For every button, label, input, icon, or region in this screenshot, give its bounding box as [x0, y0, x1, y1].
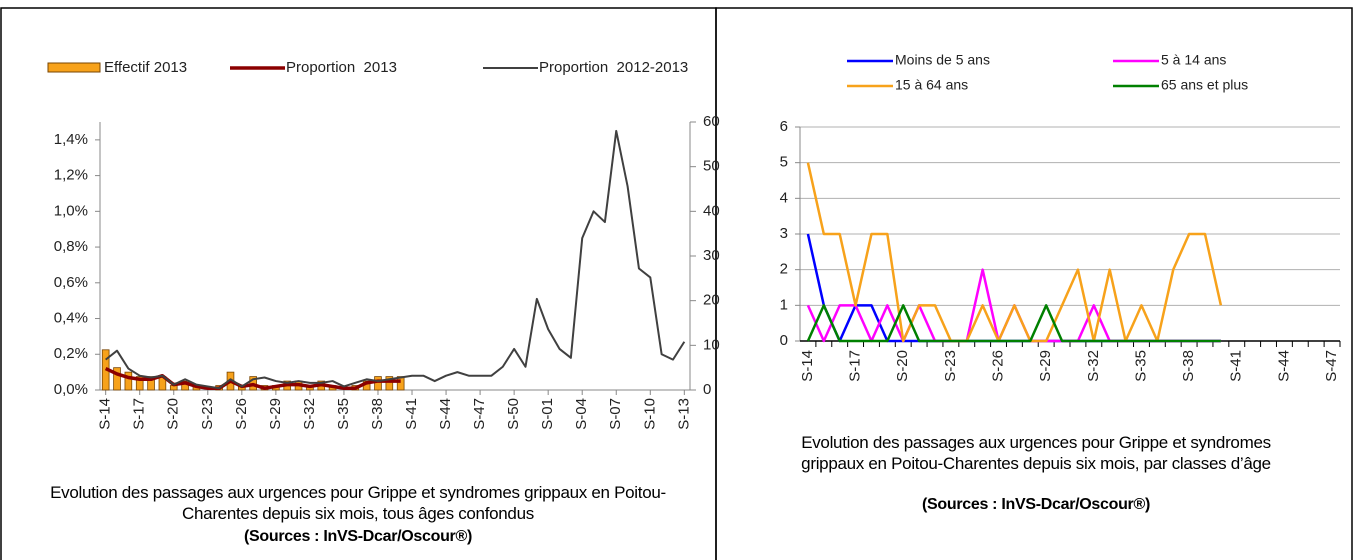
bar [113, 367, 121, 391]
x-tick-label: S-29 [267, 398, 284, 430]
x-tick-label: S-01 [539, 398, 556, 430]
y2-tick-label: 50 [703, 158, 720, 175]
x-tick-label: S-17 [131, 398, 148, 430]
caption: Evolution des passages aux urgences pour… [50, 483, 666, 523]
y-tick-label: 1 [780, 296, 788, 313]
bar [374, 376, 382, 391]
x-tick-label: S-14 [799, 350, 816, 382]
y-tick-label: 0 [780, 332, 788, 349]
line [806, 233, 1221, 343]
y-tick-label: 0,6% [54, 274, 88, 291]
y2-tick-label: 10 [703, 336, 720, 353]
x-tick-label: S-14 [97, 398, 114, 430]
y2-tick-label: 20 [703, 292, 720, 309]
x-tick-label: S-20 [165, 398, 182, 430]
y-tick-label: 1,0% [54, 202, 88, 219]
legend-label: Proportion 2012-2013 [539, 59, 688, 76]
y-tick-label: 0,8% [54, 238, 88, 255]
x-tick-label: S-29 [1037, 350, 1054, 382]
legend-label: 65 ans et plus [1161, 77, 1248, 93]
y-tick-label: 1,4% [54, 131, 88, 148]
x-tick-label: S-38 [369, 398, 386, 430]
x-tick-label: S-35 [1132, 350, 1149, 382]
x-tick-label: S-44 [1275, 350, 1292, 382]
legend-label: Effectif 2013 [104, 59, 187, 76]
legend-label: Proportion 2013 [286, 59, 397, 76]
x-tick-label: S-26 [233, 398, 250, 430]
line [104, 366, 401, 390]
bar [385, 376, 394, 391]
y-tick-label: 1,2% [54, 167, 88, 184]
x-tick-label: S-44 [437, 398, 454, 430]
right-panel [715, 7, 1353, 560]
x-tick-label: S-13 [675, 398, 692, 430]
x-tick-label: S-38 [1180, 350, 1197, 382]
x-tick-label: S-17 [847, 350, 864, 382]
x-tick-label: S-50 [505, 398, 522, 430]
legend-label: Moins de 5 ans [895, 52, 990, 68]
y-tick-label: 3 [780, 225, 788, 242]
left-panel [0, 7, 717, 560]
x-tick-label: S-10 [641, 398, 658, 430]
line [806, 162, 1223, 343]
y2-tick-label: 30 [703, 247, 720, 264]
line [105, 129, 686, 390]
bar [124, 371, 133, 391]
x-tick-label: S-32 [301, 398, 318, 430]
y-tick-label: 0,0% [54, 381, 88, 398]
source: (Sources : InVS-Dcar/Oscour®) [243, 528, 473, 545]
y2-tick-label: 60 [703, 113, 720, 130]
y2-tick-label: 0 [703, 381, 711, 398]
legend-label: 5 à 14 ans [1161, 52, 1226, 68]
x-tick-label: S-07 [607, 398, 624, 430]
x-tick-label: S-04 [573, 398, 590, 430]
x-tick-label: S-47 [1323, 350, 1340, 382]
legend-label: 15 à 64 ans [895, 77, 968, 93]
y-tick-label: 4 [780, 189, 788, 206]
y2-tick-label: 40 [703, 202, 720, 219]
x-tick-label: S-23 [942, 350, 959, 382]
y-tick-label: 2 [780, 261, 788, 278]
x-tick-label: S-47 [471, 398, 488, 430]
x-tick-label: S-23 [199, 398, 216, 430]
x-tick-label: S-41 [1228, 350, 1245, 382]
legend-swatch [47, 62, 101, 73]
x-tick-label: S-26 [989, 350, 1006, 382]
x-tick-label: S-20 [894, 350, 911, 382]
x-tick-label: S-35 [335, 398, 352, 430]
y-tick-label: 5 [780, 154, 788, 171]
y-tick-label: 6 [780, 118, 788, 135]
x-tick-label: S-41 [403, 398, 420, 430]
source: (Sources : InVS-Dcar/Oscour®) [921, 496, 1151, 513]
line [806, 304, 1221, 343]
y-tick-label: 0,4% [54, 310, 88, 327]
x-tick-label: S-32 [1085, 350, 1102, 382]
caption: Evolution des passages aux urgences pour… [801, 433, 1271, 473]
y-tick-label: 0,2% [54, 345, 88, 362]
